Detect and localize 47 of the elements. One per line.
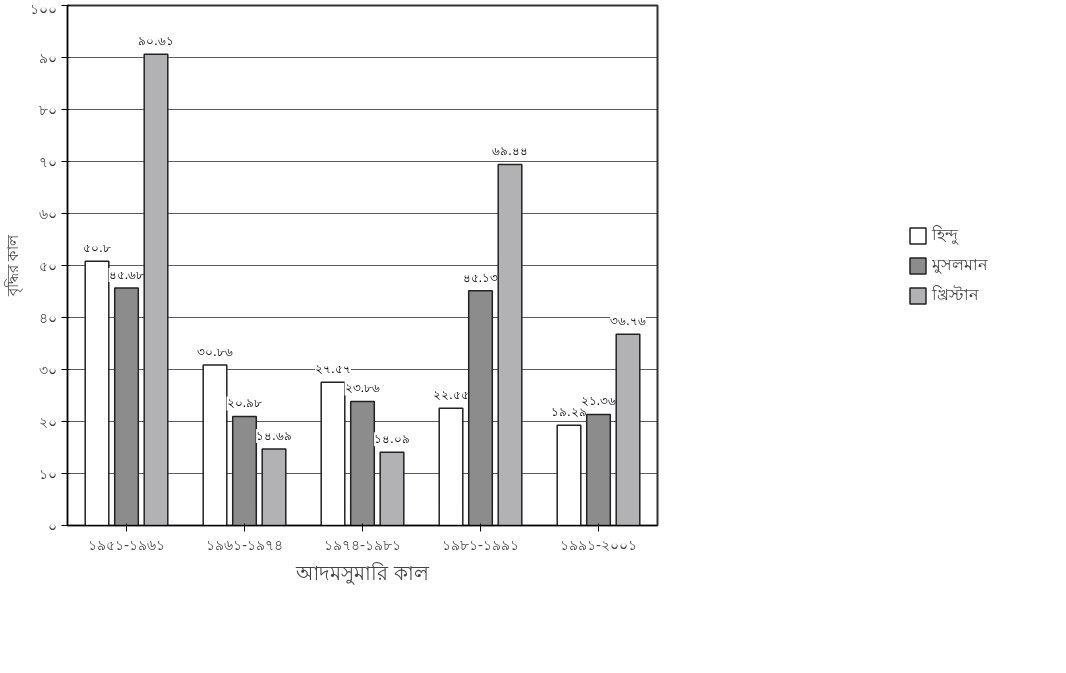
data-label: ২৩.৮৬ — [344, 381, 381, 396]
legend-label: হিন্দু — [932, 223, 958, 247]
data-label: ৯০.৬১ — [138, 34, 174, 49]
data-label: ৩০.৮৬ — [197, 345, 233, 360]
bar — [261, 448, 287, 526]
y-tick-label: ১০ — [38, 465, 57, 482]
data-label: ৪৫.৬৮ — [108, 267, 145, 282]
y-tick-label: ৫০ — [38, 257, 57, 274]
y-tick-label: ০ — [47, 517, 57, 534]
bar — [379, 451, 405, 526]
x-tick-label: ১৯৭৪-১৯৮১ — [323, 536, 402, 553]
x-axis-title: আদমসুমারি কাল — [294, 560, 431, 585]
legend-label: মুসলমান — [932, 253, 988, 276]
data-label: ১৪.৬৯ — [256, 429, 292, 444]
x-tick-label: ১৯৮১-১৯৯১ — [441, 536, 520, 553]
data-label: ৬৯.৪৪ — [492, 144, 528, 159]
y-tick-label: ৯০ — [38, 49, 57, 66]
data-label: ২২.৫৫ — [433, 388, 469, 403]
y-tick-label: ২০ — [38, 413, 57, 430]
y-tick-label: ৭০ — [38, 153, 57, 170]
data-label: ১৪.০৯ — [374, 432, 410, 447]
y-tick-label: ১০০ — [29, 0, 57, 17]
bar — [556, 424, 582, 526]
data-label: ২৭.৫৭ — [315, 362, 351, 377]
data-label: ৫০.৮ — [83, 241, 111, 256]
y-tick-label: ৩০ — [38, 361, 57, 378]
data-label: ৩৬.৭৬ — [610, 314, 646, 329]
bar — [113, 287, 140, 526]
bar — [497, 163, 523, 526]
bar — [349, 400, 376, 526]
data-label: ২০.৯৮ — [226, 396, 263, 411]
bar — [585, 413, 612, 526]
data-label: ২১.৩৬ — [580, 394, 617, 409]
y-tick-label: ৬০ — [38, 205, 57, 222]
y-tick-label: ৪০ — [38, 309, 57, 326]
bar — [231, 415, 258, 526]
x-tick-label: ১৯৯১-২০০১ — [559, 536, 638, 553]
bar — [438, 407, 464, 526]
bar — [467, 290, 494, 526]
x-tick-label: ১৯৬১-১৯৭৪ — [205, 536, 284, 553]
bar — [143, 53, 169, 526]
y-axis-title: বৃদ্ধির কাল — [3, 233, 23, 298]
data-label: ৪৫.১৩ — [462, 270, 499, 285]
y-tick-label: ৮০ — [38, 101, 57, 118]
x-tick-label: ১৯৫১-১৯৬১ — [87, 536, 166, 553]
legend-label: খ্রিস্টান — [932, 283, 979, 306]
bar — [615, 333, 641, 526]
